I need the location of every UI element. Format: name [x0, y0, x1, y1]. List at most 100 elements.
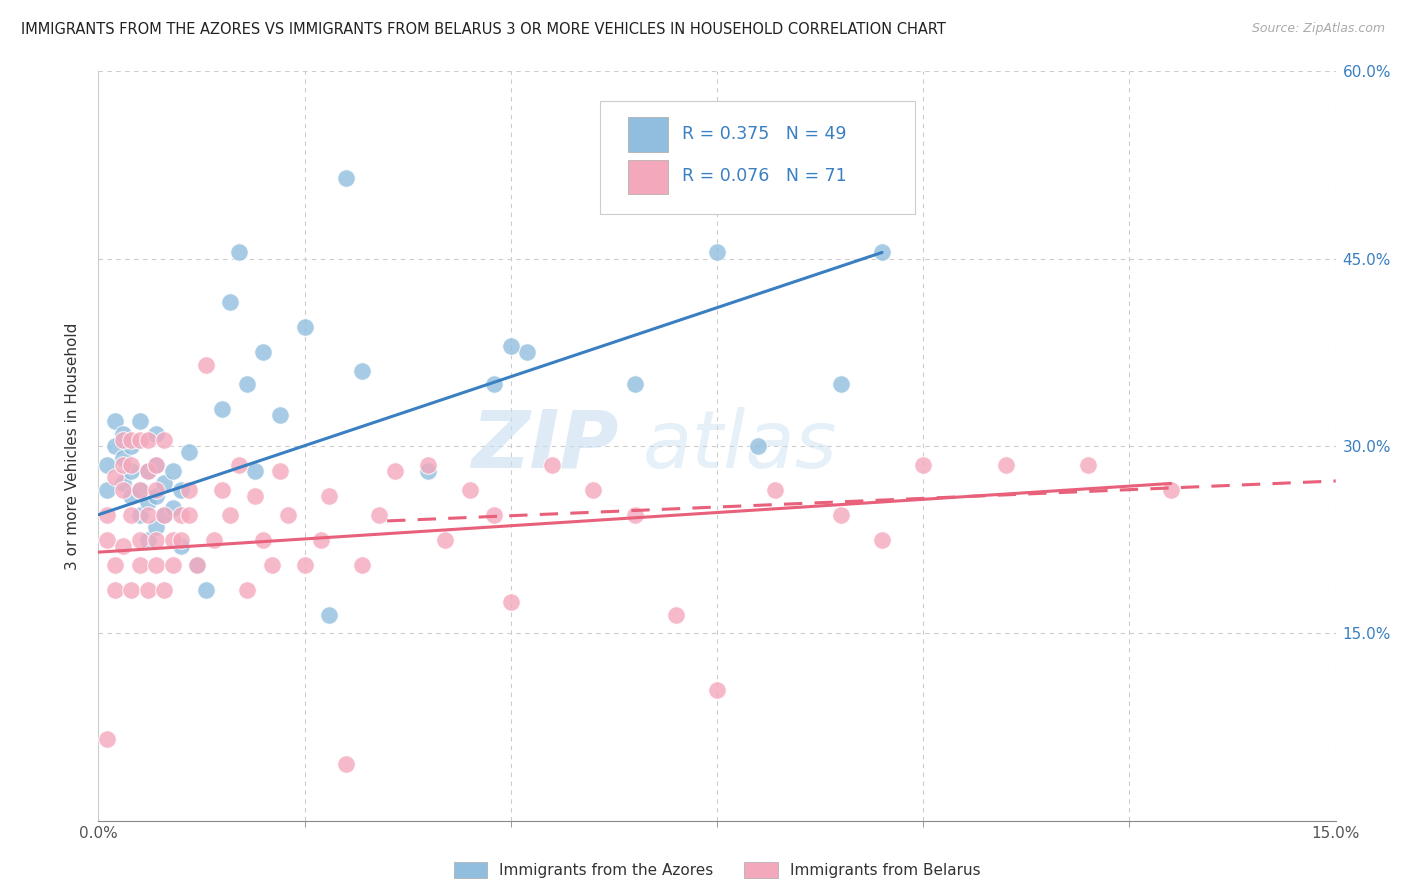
Point: [120, 433, 142, 447]
Point: [269, 464, 291, 478]
Point: [870, 245, 893, 260]
Point: [706, 682, 728, 697]
Point: [128, 414, 150, 428]
Point: [120, 582, 142, 597]
Point: [211, 483, 233, 497]
Point: [112, 433, 135, 447]
Point: [484, 376, 506, 391]
Point: [104, 439, 127, 453]
Point: [96, 458, 118, 472]
Point: [243, 489, 266, 503]
Point: [252, 533, 274, 547]
Point: [252, 345, 274, 359]
Point: [145, 558, 167, 572]
Point: [145, 458, 167, 472]
Point: [912, 458, 935, 472]
Point: [120, 489, 142, 503]
Point: [335, 170, 357, 185]
Text: R = 0.076   N = 71: R = 0.076 N = 71: [682, 168, 846, 186]
Point: [623, 508, 645, 522]
Point: [112, 426, 135, 441]
Point: [153, 433, 176, 447]
Point: [294, 320, 316, 334]
Point: [136, 495, 159, 509]
Point: [186, 558, 208, 572]
Point: [830, 508, 852, 522]
Point: [243, 464, 266, 478]
Point: [153, 476, 176, 491]
Point: [96, 533, 118, 547]
Point: [384, 464, 406, 478]
Point: [162, 533, 184, 547]
Point: [136, 464, 159, 478]
Point: [145, 533, 167, 547]
Point: [96, 483, 118, 497]
Point: [170, 533, 193, 547]
Point: [104, 582, 127, 597]
Point: [499, 339, 522, 353]
Point: [170, 539, 193, 553]
Point: [112, 476, 135, 491]
Point: [582, 483, 605, 497]
Point: [136, 508, 159, 522]
Point: [104, 558, 127, 572]
Point: [112, 451, 135, 466]
Point: [153, 582, 176, 597]
Point: [136, 533, 159, 547]
Point: [277, 508, 299, 522]
Text: Source: ZipAtlas.com: Source: ZipAtlas.com: [1251, 22, 1385, 36]
Point: [219, 508, 242, 522]
Point: [318, 489, 340, 503]
Point: [104, 470, 127, 484]
Point: [145, 483, 167, 497]
Point: [153, 508, 176, 522]
Point: [128, 483, 150, 497]
Point: [1077, 458, 1099, 472]
Text: IMMIGRANTS FROM THE AZORES VS IMMIGRANTS FROM BELARUS 3 OR MORE VEHICLES IN HOUS: IMMIGRANTS FROM THE AZORES VS IMMIGRANTS…: [21, 22, 946, 37]
Point: [763, 483, 786, 497]
Point: [367, 508, 389, 522]
Point: [335, 757, 357, 772]
Point: [170, 483, 193, 497]
Point: [145, 520, 167, 534]
Point: [179, 483, 201, 497]
Point: [236, 582, 259, 597]
Point: [128, 533, 150, 547]
Point: [128, 558, 150, 572]
Point: [104, 414, 127, 428]
Point: [747, 439, 769, 453]
Point: [128, 483, 150, 497]
Point: [162, 558, 184, 572]
Text: atlas: atlas: [643, 407, 838, 485]
Point: [120, 508, 142, 522]
Y-axis label: 3 or more Vehicles in Household: 3 or more Vehicles in Household: [65, 322, 80, 570]
Point: [162, 464, 184, 478]
Point: [145, 426, 167, 441]
Point: [706, 245, 728, 260]
Legend: Immigrants from the Azores, Immigrants from Belarus: Immigrants from the Azores, Immigrants f…: [447, 856, 987, 884]
Text: R = 0.375   N = 49: R = 0.375 N = 49: [682, 125, 846, 143]
Point: [352, 558, 374, 572]
Point: [269, 408, 291, 422]
Point: [228, 458, 250, 472]
Point: [145, 458, 167, 472]
Point: [236, 376, 259, 391]
Point: [112, 458, 135, 472]
Point: [128, 508, 150, 522]
Text: ZIP: ZIP: [471, 407, 619, 485]
Point: [870, 533, 893, 547]
Point: [194, 582, 217, 597]
Point: [179, 445, 201, 459]
Point: [260, 558, 283, 572]
FancyBboxPatch shape: [628, 117, 668, 152]
Point: [418, 458, 440, 472]
FancyBboxPatch shape: [599, 102, 915, 214]
Point: [120, 439, 142, 453]
Point: [112, 539, 135, 553]
Point: [516, 345, 538, 359]
Point: [1160, 483, 1182, 497]
Point: [541, 458, 564, 472]
Point: [318, 607, 340, 622]
Point: [352, 364, 374, 378]
Point: [145, 489, 167, 503]
